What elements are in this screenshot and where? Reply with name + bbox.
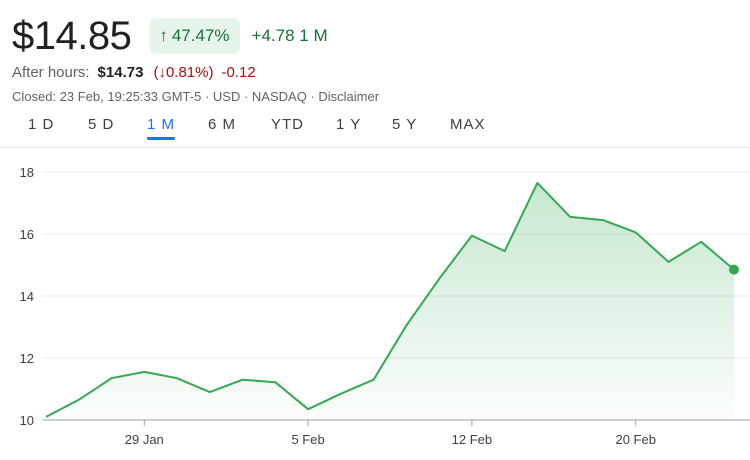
change-percent-badge: ↑ 47.47%	[149, 18, 240, 54]
tabs-divider	[0, 147, 750, 148]
exchange: NASDAQ	[240, 89, 307, 104]
time-range-tabs: 1 D 5 D 1 M 6 M YTD 1 Y 5 Y MAX	[0, 116, 750, 144]
last-price-marker	[729, 264, 739, 275]
y-tick-label: 10	[20, 413, 34, 428]
change-percent: 47.47%	[171, 26, 230, 45]
after-hours-paren: (	[153, 64, 159, 81]
change-period: 1 M	[299, 26, 328, 45]
disclaimer-link[interactable]: Disclaimer	[307, 89, 379, 104]
x-tick-label: 20 Feb	[615, 432, 655, 447]
after-hours-label: After hours:	[12, 64, 90, 81]
tab-1y[interactable]: 1 Y	[336, 116, 362, 133]
after-hours-price: $14.73	[97, 64, 144, 81]
tab-max[interactable]: MAX	[450, 116, 486, 133]
after-hours-percent: (↓0.81%)	[153, 64, 213, 81]
price-area	[46, 182, 734, 420]
change-amount: +4.78 1 M	[252, 26, 328, 46]
current-price: $14.85	[12, 14, 132, 58]
closed-time: Closed: 23 Feb, 19:25:33 GMT-5	[12, 89, 202, 104]
after-hours-percent-value: 0.81%)	[165, 64, 214, 81]
tab-6m[interactable]: 6 M	[208, 116, 237, 133]
tab-5y[interactable]: 5 Y	[392, 116, 418, 133]
currency: USD	[201, 89, 240, 104]
price-header: $14.85 ↑ 47.47% +4.78 1 M	[12, 12, 328, 60]
tab-1d[interactable]: 1 D	[28, 116, 55, 133]
market-status: Closed: 23 Feb, 19:25:33 GMT-5 USD NASDA…	[12, 89, 379, 104]
y-tick-label: 14	[20, 289, 34, 304]
x-tick-label: 5 Feb	[291, 432, 324, 447]
after-hours-row: After hours: $14.73 (↓0.81%) -0.12	[12, 64, 256, 81]
arrow-up-icon: ↑	[159, 26, 168, 45]
x-tick-label: 12 Feb	[452, 432, 492, 447]
after-hours-change: -0.12	[221, 64, 256, 81]
tab-ytd[interactable]: YTD	[271, 116, 304, 133]
price-line	[45, 181, 735, 418]
change-amount-value: +4.78	[251, 26, 295, 45]
tab-5d[interactable]: 5 D	[88, 116, 115, 133]
arrow-down-icon: ↓	[158, 64, 166, 81]
x-tick-label: 29 Jan	[125, 432, 164, 447]
y-tick-label: 12	[20, 351, 34, 366]
y-tick-label: 18	[20, 165, 34, 180]
tab-1m[interactable]: 1 M	[147, 116, 176, 140]
y-tick-label: 16	[20, 227, 34, 242]
